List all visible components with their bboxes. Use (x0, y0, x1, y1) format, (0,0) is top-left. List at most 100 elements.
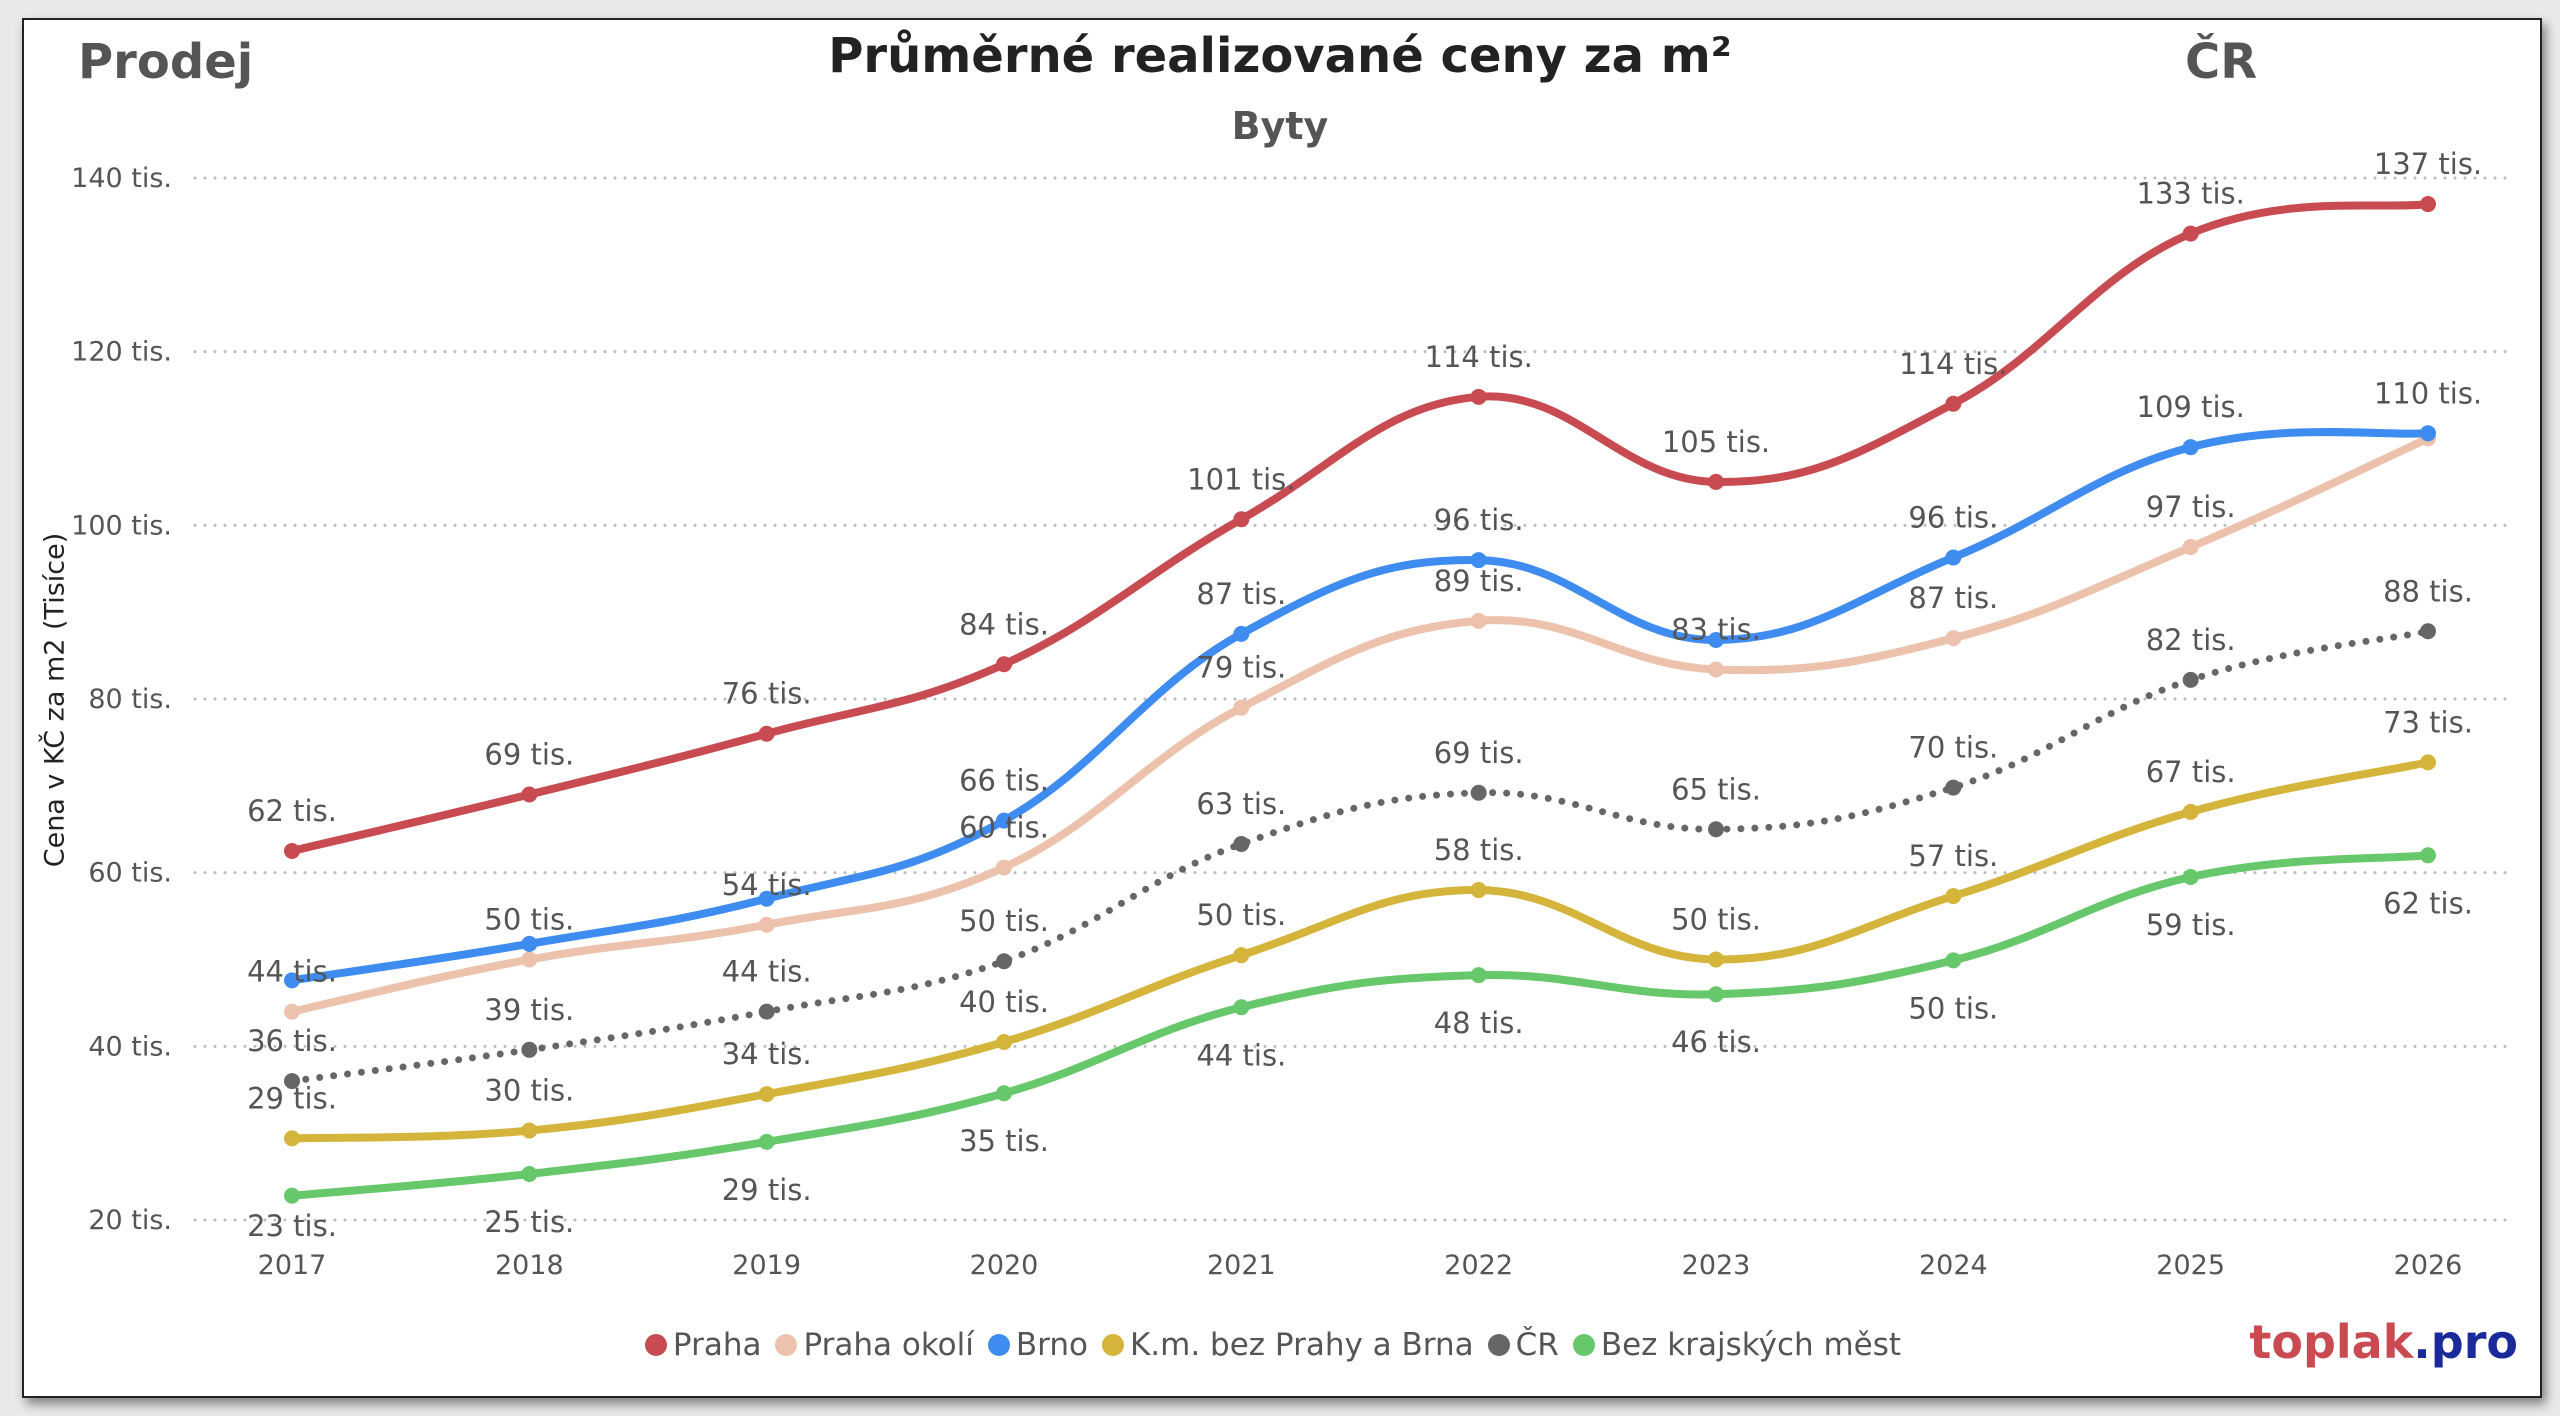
region-label: ČR (2185, 34, 2258, 90)
legend-item[interactable]: Bez krajských měst (1572, 1327, 1902, 1363)
logo: toplak.pro (2249, 1315, 2518, 1369)
data-point--r (758, 1003, 775, 1020)
data-point-brno (1470, 552, 1487, 569)
legend-marker-icon (775, 1334, 798, 1356)
data-label-praha: 133 tis. (2137, 177, 2245, 211)
data-point-brno (1233, 625, 1250, 642)
data-label-bez-krajsk-ch-m-st: 25 tis. (484, 1205, 574, 1239)
data-label-praha: 105 tis. (1662, 425, 1770, 459)
x-tick-label: 2018 (495, 1250, 564, 1281)
legend-item[interactable]: Praha okolí (775, 1327, 974, 1363)
legend-item[interactable]: Praha (644, 1327, 761, 1363)
data-label-praha-okol-: 89 tis. (1434, 564, 1524, 598)
data-label-brno: 109 tis. (2137, 390, 2245, 424)
data-label-bez-krajsk-ch-m-st: 50 tis. (1908, 991, 1998, 1025)
data-point-bez-krajsk-ch-m-st (521, 1165, 538, 1182)
data-label-k-m-bez-prahy-a-brna: 67 tis. (2146, 755, 2236, 789)
data-label-k-m-bez-prahy-a-brna: 40 tis. (959, 985, 1049, 1019)
data-point--r (1708, 821, 1724, 838)
data-point-praha (758, 725, 775, 742)
data-point-k-m-bez-prahy-a-brna (758, 1086, 775, 1103)
data-point-k-m-bez-prahy-a-brna (2182, 803, 2199, 820)
legend-label: Brno (1015, 1327, 1088, 1363)
data-point-praha-okol- (1470, 612, 1487, 629)
series-line-brno (288, 427, 2432, 985)
data-label-k-m-bez-prahy-a-brna: 73 tis. (2383, 705, 2473, 739)
data-label-bez-krajsk-ch-m-st: 44 tis. (1196, 1038, 1286, 1072)
x-tick-label: 2019 (732, 1250, 801, 1281)
chart-subtitle: Byty (1231, 104, 1329, 148)
legend-item[interactable]: K.m. bez Prahy a Brna (1101, 1327, 1474, 1363)
data-point-praha (2420, 196, 2436, 213)
data-point-k-m-bez-prahy-a-brna (521, 1122, 538, 1139)
data-point-bez-krajsk-ch-m-st (1708, 986, 1724, 1003)
data-point--r (521, 1041, 538, 1058)
data-label-praha-okol-: 60 tis. (959, 810, 1049, 844)
data-label-brno: 96 tis. (1434, 503, 1524, 537)
x-tick-label: 2024 (1919, 1250, 1988, 1281)
x-tick-label: 2020 (970, 1250, 1039, 1281)
data-point-k-m-bez-prahy-a-brna (1945, 888, 1962, 905)
data-point-praha (1233, 511, 1250, 528)
data-label-k-m-bez-prahy-a-brna: 34 tis. (722, 1037, 812, 1071)
data-point-brno (758, 890, 775, 907)
data-point-praha-okol- (1945, 630, 1962, 647)
legend-label: Bez krajských měst (1600, 1327, 1902, 1363)
data-point-praha-okol- (2182, 539, 2199, 556)
y-tick-label: 140 tis. (71, 163, 172, 194)
data-label-brno: 110 tis. (2374, 376, 2482, 410)
legend: Praha Praha okolí Brno K.m. bez Prahy a Brn… (0, 1327, 2560, 1363)
series-line-praha (288, 200, 2432, 855)
x-tick-label: 2025 (2156, 1250, 2225, 1281)
data-point-brno (996, 812, 1012, 829)
x-tick-label: 2017 (258, 1250, 327, 1281)
x-tick-label: 2026 (2394, 1250, 2463, 1281)
legend-label: Praha okolí (803, 1327, 974, 1363)
data-label--r: 44 tis. (722, 955, 812, 989)
data-label-praha-okol-: 87 tis. (1908, 581, 1998, 615)
data-label-k-m-bez-prahy-a-brna: 57 tis. (1908, 839, 1998, 873)
y-tick-label: 120 tis. (71, 337, 172, 368)
data-label-k-m-bez-prahy-a-brna: 50 tis. (1196, 898, 1286, 932)
data-label--r: 63 tis. (1196, 787, 1286, 821)
data-point-k-m-bez-prahy-a-brna (1233, 947, 1250, 964)
legend-label: K.m. bez Prahy a Brna (1129, 1327, 1474, 1363)
data-point-praha (1945, 395, 1962, 412)
y-tick-label: 100 tis. (71, 510, 172, 541)
data-label-praha: 62 tis. (247, 794, 337, 828)
legend-marker-icon (1101, 1334, 1124, 1356)
data-label-praha: 137 tis. (2374, 147, 2482, 181)
data-label-bez-krajsk-ch-m-st: 46 tis. (1671, 1025, 1761, 1059)
data-label-brno: 96 tis. (1908, 500, 1998, 534)
data-point--r (1233, 836, 1250, 853)
data-point-k-m-bez-prahy-a-brna (1470, 882, 1487, 899)
data-point-praha (1708, 473, 1724, 490)
data-label-praha: 101 tis. (1187, 462, 1295, 496)
data-label-k-m-bez-prahy-a-brna: 30 tis. (484, 1074, 574, 1108)
data-point-bez-krajsk-ch-m-st (2420, 847, 2436, 864)
data-label-k-m-bez-prahy-a-brna: 29 tis. (247, 1081, 337, 1115)
data-point-praha-okol- (758, 916, 775, 933)
data-label-praha: 84 tis. (959, 607, 1049, 641)
data-point--r (996, 953, 1012, 970)
data-label--r: 82 tis. (2146, 623, 2236, 657)
data-point-bez-krajsk-ch-m-st (1470, 967, 1487, 984)
y-tick-label: 60 tis. (88, 858, 172, 889)
legend-label: ČR (1515, 1327, 1559, 1363)
data-label-bez-krajsk-ch-m-st: 29 tis. (722, 1173, 812, 1207)
data-label-praha: 114 tis. (1899, 347, 2007, 381)
data-label--r: 50 tis. (959, 904, 1049, 938)
data-label-bez-krajsk-ch-m-st: 48 tis. (1434, 1006, 1524, 1040)
legend-item[interactable]: ČR (1487, 1327, 1559, 1363)
data-label-bez-krajsk-ch-m-st: 35 tis. (959, 1124, 1049, 1158)
y-tick-label: 80 tis. (88, 684, 172, 715)
data-point-praha (996, 656, 1012, 673)
data-point-praha (2182, 225, 2199, 242)
data-point-k-m-bez-prahy-a-brna (284, 1130, 300, 1147)
data-point-praha-okol- (284, 1003, 300, 1020)
data-point-praha-okol- (1708, 661, 1724, 678)
legend-item[interactable]: Brno (987, 1327, 1088, 1363)
data-label-brno: 87 tis. (1196, 577, 1286, 611)
data-label-praha: 76 tis. (722, 677, 812, 711)
